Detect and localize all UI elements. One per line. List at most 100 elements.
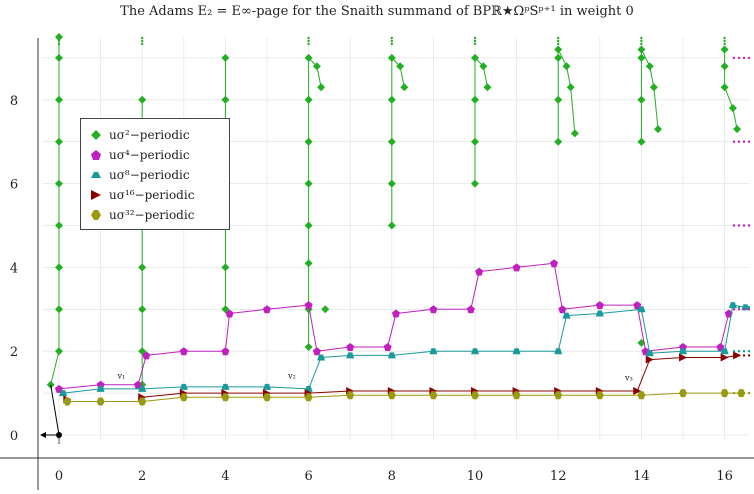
data-point <box>142 351 151 360</box>
continuation-dot <box>737 391 741 395</box>
series-line <box>308 305 318 352</box>
x-tick-label: 14 <box>633 469 650 484</box>
data-point <box>562 62 571 71</box>
data-point <box>55 137 63 146</box>
series-line <box>636 305 647 352</box>
data-point <box>138 305 147 314</box>
data-point <box>512 263 521 272</box>
data-point <box>633 387 642 396</box>
continuation-dot <box>747 308 751 311</box>
series-line <box>566 312 600 317</box>
data-point <box>387 221 396 230</box>
data-point <box>479 62 488 71</box>
series-line <box>58 384 101 390</box>
data-point <box>221 53 230 62</box>
data-point <box>483 83 492 92</box>
data-point <box>554 348 563 355</box>
data-point <box>304 95 313 104</box>
data-point <box>475 267 484 276</box>
chart-legend: uσ²−periodic uσ⁴−periodic uσ⁸−periodic u… <box>80 118 230 230</box>
data-point <box>637 391 646 400</box>
data-point <box>179 347 188 356</box>
series-line <box>387 313 397 348</box>
data-point <box>595 391 604 400</box>
data-point <box>637 45 646 54</box>
series-line <box>224 313 231 352</box>
data-point <box>645 350 654 357</box>
continuation-dot <box>737 354 741 357</box>
series-line <box>63 388 101 394</box>
tower-continuation-dot <box>640 42 643 46</box>
data-point <box>317 83 326 92</box>
series-line <box>719 313 730 348</box>
data-point <box>396 62 405 71</box>
legend-label-u4: uσ⁴−periodic <box>109 148 190 162</box>
data-point <box>733 351 742 360</box>
tower-continuation-dot <box>473 39 477 43</box>
data-point <box>637 95 646 104</box>
data-point <box>304 179 313 188</box>
data-point <box>263 383 271 390</box>
continuation-dot <box>742 350 746 353</box>
series-line <box>562 304 600 310</box>
tower-continuation-dot <box>307 42 310 46</box>
series-line <box>640 49 651 67</box>
tower-continuation-dot <box>723 36 726 40</box>
data-point <box>387 391 396 400</box>
series-line <box>482 66 488 88</box>
series-line <box>266 304 309 310</box>
continuation-dot <box>737 308 741 311</box>
data-point <box>304 137 313 146</box>
data-point <box>649 83 658 92</box>
data-point <box>55 179 63 188</box>
data-point <box>387 53 396 62</box>
x-tick-label: 4 <box>221 469 229 484</box>
series-line <box>137 355 147 385</box>
tower-continuation-dot <box>640 39 643 43</box>
data-point <box>346 391 355 400</box>
data-point <box>221 347 230 356</box>
data-point <box>737 389 746 398</box>
continuation-dot <box>732 350 736 353</box>
data-point <box>387 179 396 188</box>
series-line <box>553 263 563 310</box>
data-point <box>221 263 230 272</box>
series-line <box>653 87 659 130</box>
legend-item-u32: uσ³²−periodic <box>91 205 221 225</box>
series-line <box>645 346 684 352</box>
series-line <box>640 309 651 354</box>
data-point <box>554 95 563 104</box>
series-line <box>50 351 60 385</box>
data-point <box>391 309 400 318</box>
legend-label-u32: uσ³²−periodic <box>109 208 195 222</box>
continuation-dot <box>737 350 741 353</box>
data-point <box>346 343 355 352</box>
tower-continuation-dot <box>473 42 477 46</box>
series-line <box>308 390 351 394</box>
hexagon-marker-icon <box>91 210 101 220</box>
continuation-dot <box>732 56 736 60</box>
continuation-dot <box>742 308 746 311</box>
tower-continuation-dot <box>390 39 393 43</box>
tower-continuation-dot <box>57 36 61 40</box>
series-line <box>142 386 184 390</box>
data-point <box>312 62 321 71</box>
data-point <box>471 391 479 400</box>
data-point <box>720 83 729 92</box>
data-point <box>387 137 396 146</box>
continuation-dot <box>742 56 746 60</box>
data-point <box>304 301 313 310</box>
series-line <box>724 87 734 109</box>
continuation-dot <box>737 140 741 143</box>
data-point <box>263 393 271 402</box>
data-point <box>679 353 687 362</box>
data-point <box>645 355 654 364</box>
series-line <box>395 308 434 314</box>
data-point <box>733 125 742 134</box>
tower-continuation-dot <box>557 39 560 43</box>
data-point <box>63 397 72 406</box>
pentagon-marker-icon <box>91 150 101 160</box>
data-point <box>471 179 479 188</box>
diamond-marker-icon <box>91 130 101 140</box>
